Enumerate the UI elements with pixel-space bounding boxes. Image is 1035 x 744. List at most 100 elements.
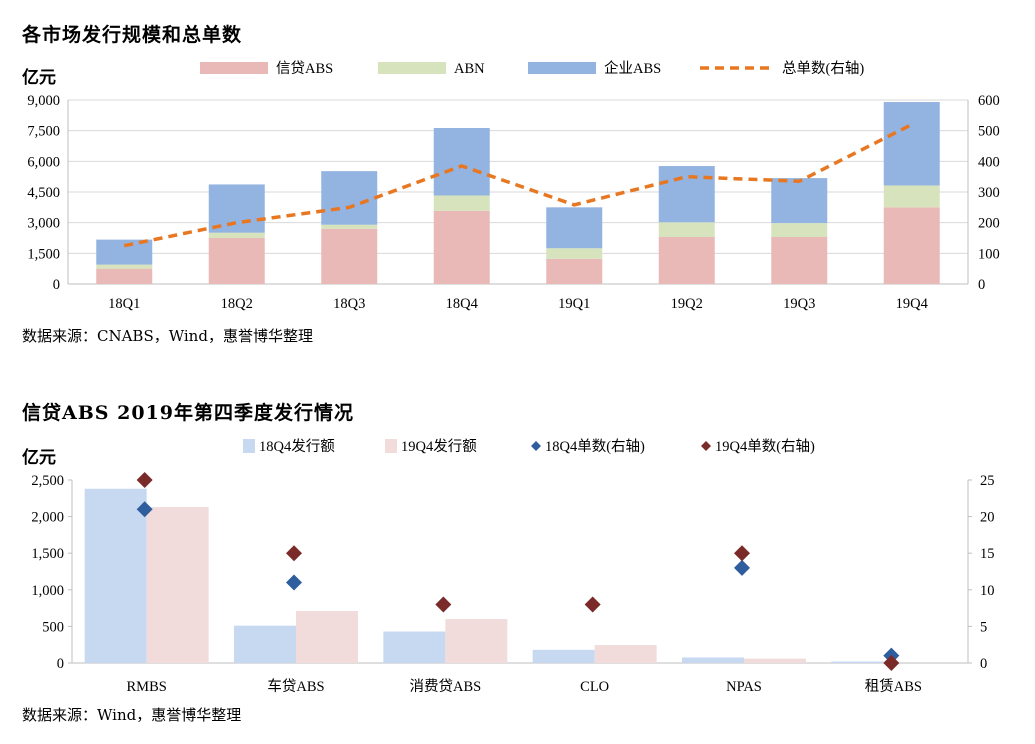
y-tick-label: 0 — [53, 277, 60, 293]
bar-segment — [208, 184, 265, 233]
chart2-source: 数据来源：Wind，惠誉博华整理 — [22, 706, 242, 724]
marker-19q4 — [883, 655, 900, 671]
y-tick-label: 0 — [57, 656, 64, 672]
legend-label: ABN — [454, 61, 485, 77]
chart2-title: 信贷ABS 2019年第四季度发行情况 — [22, 402, 355, 424]
legend-swatch — [528, 62, 596, 74]
marker-18q4 — [136, 501, 153, 518]
y-tick-label: 1,500 — [31, 546, 64, 562]
legend-swatch — [385, 439, 397, 453]
y-tick-label: 9,000 — [27, 93, 60, 109]
chart2-unit: 亿元 — [22, 448, 56, 468]
bar-18q4 — [831, 661, 894, 663]
y2-tick-label: 15 — [980, 546, 995, 562]
bar-18q4 — [84, 488, 147, 663]
y-tick-label: 1,000 — [31, 583, 64, 599]
x-tick-label: 车贷ABS — [267, 678, 324, 695]
y-tick-label: 6,000 — [27, 154, 60, 170]
bar-segment — [546, 248, 603, 259]
y2-tick-label: 100 — [978, 246, 1000, 262]
bar-19q4 — [445, 619, 508, 663]
y2-tick-label: 0 — [978, 277, 985, 293]
bar-segment — [546, 207, 603, 249]
bar-18q4 — [234, 625, 296, 663]
y-tick-label: 500 — [42, 619, 64, 635]
bar-segment — [96, 264, 153, 269]
y-tick-label: 4,500 — [27, 185, 60, 201]
bar-segment — [883, 185, 940, 208]
x-tick-label: CLO — [580, 679, 609, 695]
bar-segment — [771, 236, 828, 284]
y2-tick-label: 400 — [978, 154, 1000, 170]
bar-segment — [321, 224, 378, 229]
legend-label: 信贷ABS — [276, 60, 333, 77]
x-tick-label: 19Q1 — [558, 296, 590, 312]
bar-segment — [771, 178, 828, 224]
x-tick-label: NPAS — [726, 679, 762, 695]
bar-19q4 — [594, 645, 657, 663]
y2-tick-label: 10 — [980, 583, 995, 599]
bar-18q4 — [532, 649, 595, 663]
x-tick-label: 19Q2 — [671, 296, 703, 312]
bar-segment — [658, 236, 715, 284]
marker-19q4 — [286, 545, 302, 562]
bar-segment — [546, 258, 603, 284]
legend-swatch — [378, 62, 446, 74]
bar-segment — [321, 171, 378, 225]
y-tick-label: 2,500 — [31, 473, 64, 489]
y2-tick-label: 500 — [978, 124, 1000, 140]
x-tick-label: 18Q1 — [108, 296, 140, 312]
bar-segment — [96, 268, 153, 284]
y2-tick-label: 20 — [980, 510, 995, 526]
legend-label: 18Q4发行额 — [259, 438, 335, 455]
y2-tick-label: 600 — [978, 93, 1000, 109]
marker-19q4 — [734, 545, 750, 562]
bar-segment — [96, 239, 153, 265]
marker-19q4 — [435, 596, 452, 613]
legend-swatch — [701, 441, 711, 451]
x-tick-label: 消费贷ABS — [409, 678, 481, 695]
y2-tick-label: 300 — [978, 185, 1000, 201]
chart1-unit: 亿元 — [22, 68, 56, 88]
x-tick-label: RMBS — [127, 679, 167, 695]
bar-segment — [883, 207, 940, 284]
marker-18q4 — [286, 574, 302, 591]
bar-19q4 — [296, 611, 358, 663]
x-tick-label: 18Q4 — [446, 296, 479, 312]
bar-segment — [433, 128, 490, 196]
x-tick-label: 租赁ABS — [865, 678, 922, 695]
legend-label: 19Q4发行额 — [401, 438, 477, 455]
marker-18q4 — [734, 559, 750, 576]
chart1-source: 数据来源：CNABS，Wind，惠誉博华整理 — [22, 327, 313, 345]
y-tick-label: 2,000 — [31, 510, 64, 526]
y-tick-label: 7,500 — [27, 124, 60, 140]
marker-19q4 — [584, 596, 601, 613]
legend-swatch — [243, 439, 255, 453]
legend-swatch — [200, 62, 268, 74]
bar-18q4 — [383, 631, 446, 663]
bar-segment — [658, 166, 715, 223]
y2-tick-label: 200 — [978, 216, 1000, 232]
x-tick-label: 19Q3 — [783, 296, 815, 312]
bar-segment — [321, 228, 378, 284]
marker-19q4 — [136, 472, 153, 488]
bar-segment — [883, 102, 940, 186]
x-tick-label: 18Q3 — [333, 296, 365, 312]
legend-swatch — [531, 441, 541, 451]
y2-tick-label: 0 — [980, 656, 987, 672]
chart1-title: 各市场发行规模和总单数 — [22, 24, 243, 46]
chart1-svg: 0 1,500 3,000 4,500 6,000 7,500 9,000 0 100 200 30… — [27, 59, 1000, 312]
bar-segment — [208, 232, 265, 238]
bar-segment — [658, 222, 715, 237]
legend-label: 18Q4单数(右轴) — [545, 438, 645, 455]
bar-18q4 — [682, 657, 744, 663]
bar-19q4 — [744, 658, 806, 663]
x-tick-label: 19Q4 — [896, 296, 929, 312]
x-tick-label: 18Q2 — [221, 296, 253, 312]
y2-tick-label: 25 — [980, 473, 995, 489]
bar-segment — [433, 195, 490, 211]
legend-label: 企业ABS — [604, 59, 661, 77]
y-tick-label: 1,500 — [27, 246, 60, 262]
y-tick-label: 3,000 — [27, 216, 60, 232]
